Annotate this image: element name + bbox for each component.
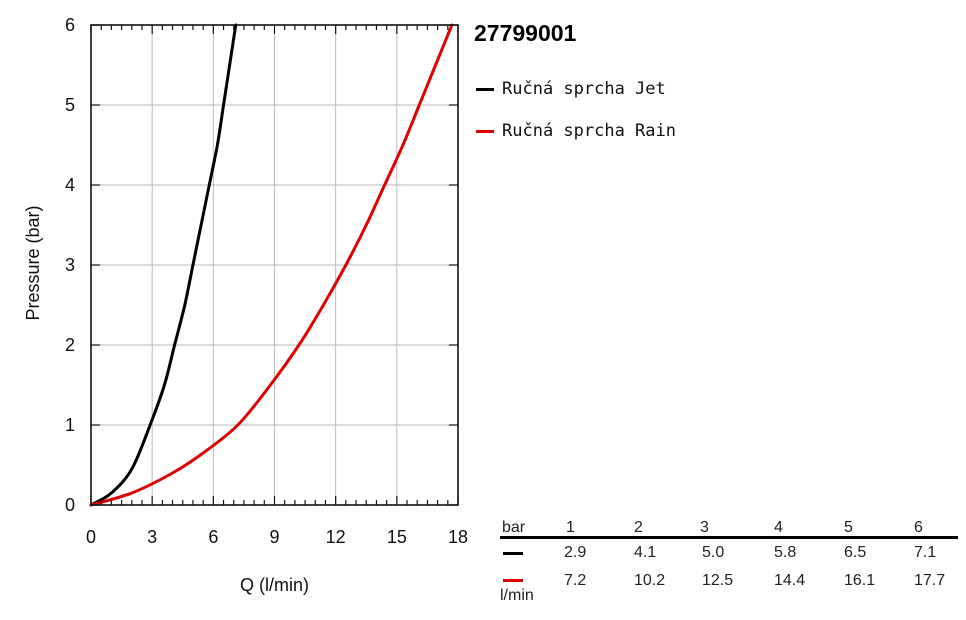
table-header-cell: 3 <box>700 519 709 536</box>
table-cell: 7.1 <box>914 544 937 561</box>
product-id: 27799001 <box>474 20 577 46</box>
table-cell: 7.2 <box>564 572 587 589</box>
legend-label-jet: Ručná sprcha Jet <box>502 79 666 99</box>
x-tick-label: 18 <box>448 527 468 547</box>
y-tick-label: 5 <box>65 95 75 115</box>
table-unit-label: l/min <box>500 587 534 604</box>
y-axis-label: Pressure (bar) <box>23 205 43 320</box>
y-tick-label: 4 <box>65 175 75 195</box>
y-tick-label: 2 <box>65 335 75 355</box>
table-row-swatch-jet <box>503 552 523 555</box>
table-header-cell: 2 <box>634 519 643 536</box>
table-header-cell: 4 <box>774 519 783 536</box>
x-tick-label: 12 <box>326 527 346 547</box>
y-tick-label: 3 <box>65 255 75 275</box>
table-cell: 4.1 <box>634 544 657 561</box>
x-tick-label: 15 <box>387 527 407 547</box>
table-header-cell: 6 <box>914 519 923 536</box>
legend-item-jet: Ručná sprcha Jet <box>476 79 666 99</box>
y-tick-label: 1 <box>65 415 75 435</box>
table-cell: 17.7 <box>914 572 946 589</box>
table-header-cell: 1 <box>566 519 575 536</box>
table-cell: 10.2 <box>634 572 666 589</box>
x-tick-label: 0 <box>86 527 96 547</box>
table-cell: 5.0 <box>702 544 725 561</box>
x-tick-label: 9 <box>269 527 279 547</box>
x-axis-label: Q (l/min) <box>240 575 309 595</box>
chart-gridlines <box>91 25 458 505</box>
y-tick-label: 6 <box>65 15 75 35</box>
legend-item-rain: Ručná sprcha Rain <box>476 121 676 141</box>
legend-label-rain: Ručná sprcha Rain <box>502 121 676 141</box>
table-row-swatch-rain <box>503 579 523 582</box>
table-rule <box>500 536 958 539</box>
x-tick-label: 3 <box>147 527 157 547</box>
table-cell: 12.5 <box>702 572 734 589</box>
table-cell: 14.4 <box>774 572 806 589</box>
table-header-label: bar <box>502 519 526 536</box>
table-cell: 16.1 <box>844 572 876 589</box>
table-cell: 6.5 <box>844 544 867 561</box>
table-cell: 2.9 <box>564 544 587 561</box>
chart-frame <box>90 24 459 506</box>
series-line-rucna-sprcha-jet <box>89 23 238 507</box>
series-line-rucna-sprcha-rain <box>89 23 454 507</box>
flow-table: bar 1 2 3 4 5 6 2.9 4.1 5.0 5.8 6.5 7.1 … <box>500 517 958 609</box>
table-cell: 5.8 <box>774 544 797 561</box>
x-tick-label: 6 <box>208 527 218 547</box>
legend-swatch-jet <box>476 87 494 91</box>
legend-swatch-rain <box>476 129 494 133</box>
table-header-cell: 5 <box>844 519 853 536</box>
y-tick-label: 0 <box>65 495 75 515</box>
chart-series <box>89 23 454 507</box>
